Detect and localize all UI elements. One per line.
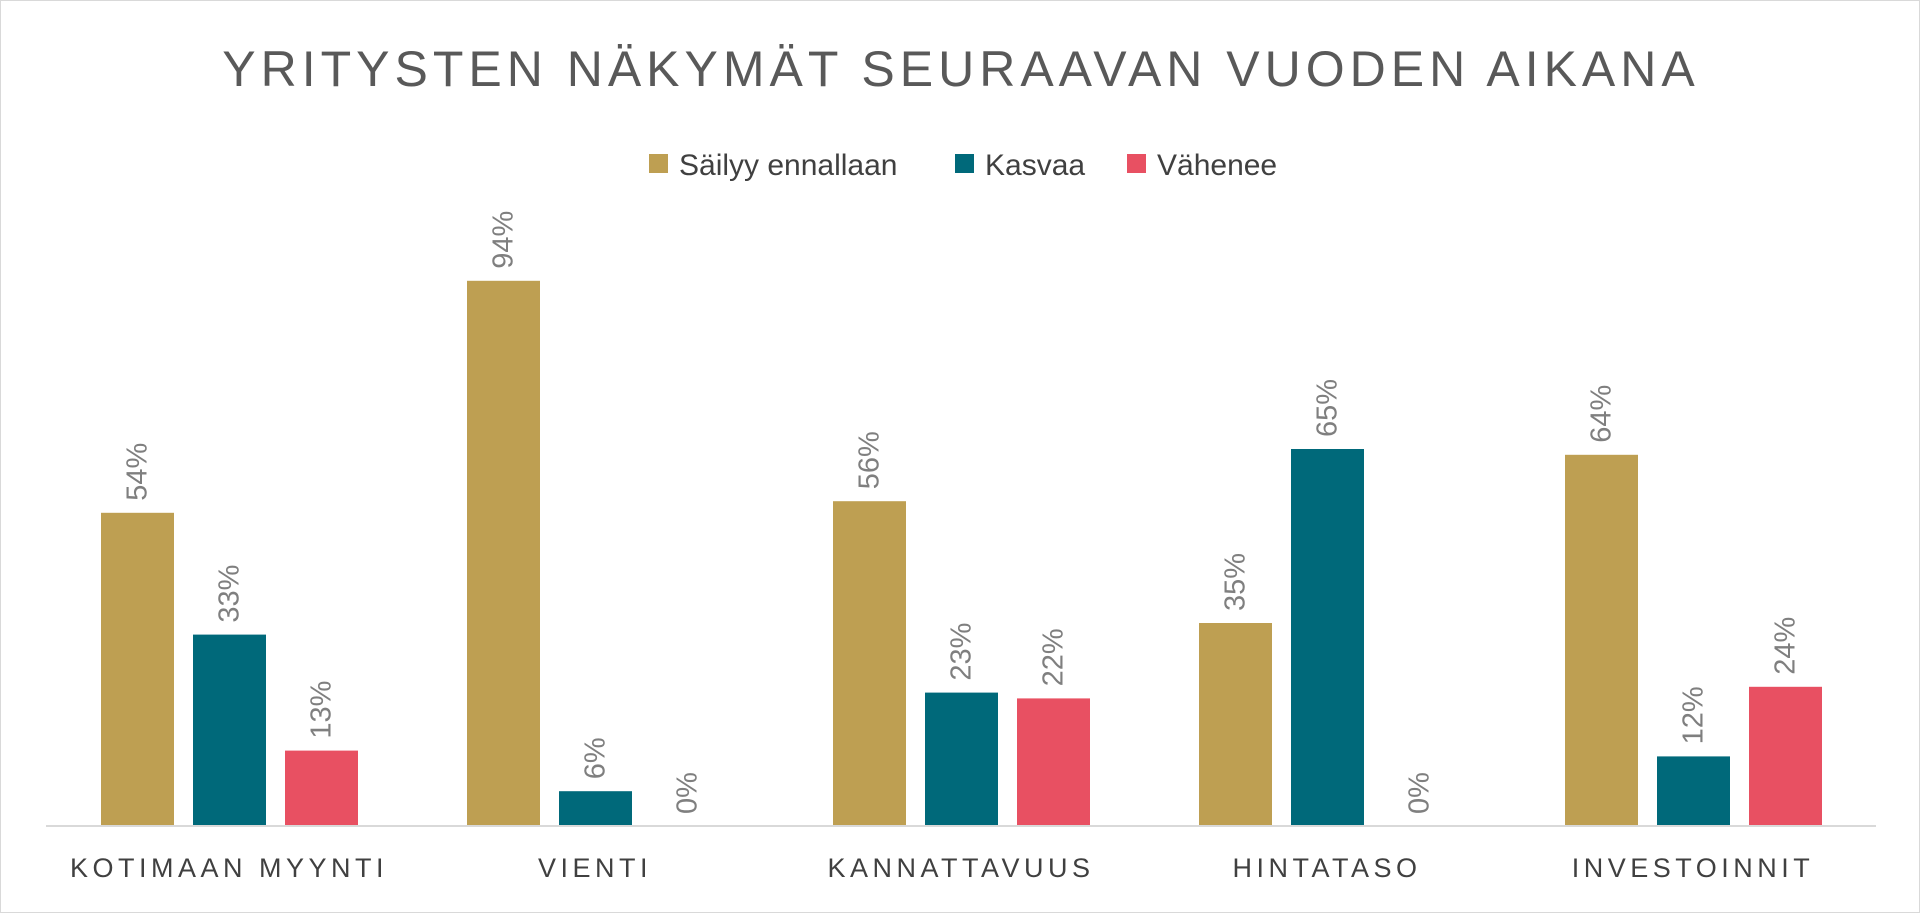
- chart-title: YRITYSTEN NÄKYMÄT SEURAAVAN VUODEN AIKAN…: [222, 41, 1700, 97]
- data-label-investoinnit-vahenee: 24%: [1770, 617, 1802, 675]
- data-labels: 54% 33% 13% 94% 6% 0% 56% 23% 22% 35% 65% 0% 64% 12% 2…: [122, 211, 1802, 814]
- legend: Säilyy ennallaan Kasvaa Vähenee: [649, 149, 1277, 182]
- data-label-hintataso-kasvaa: 65%: [1312, 379, 1344, 437]
- bar-investoinnit-sailyy-ennallaan: [1565, 454, 1638, 826]
- category-label-kannattavuus: KANNATTAVUUS: [827, 853, 1094, 883]
- bar-kotimaan-myynti-sailyy-ennallaan: [101, 512, 174, 826]
- data-label-hintataso-sailyy-ennallaan: 35%: [1220, 553, 1252, 611]
- bar-kannattavuus-kasvaa: [925, 692, 998, 826]
- bars-group: [101, 280, 1822, 826]
- bar-vienti-kasvaa: [559, 791, 632, 826]
- legend-label-kasvaa: Kasvaa: [985, 149, 1085, 182]
- data-label-kannattavuus-vahenee: 22%: [1038, 628, 1070, 686]
- data-label-vienti-vahenee: 0%: [672, 772, 704, 814]
- bar-kotimaan-myynti-kasvaa: [193, 634, 266, 826]
- category-label-vienti: VIENTI: [538, 853, 652, 883]
- legend-swatch-vahenee: [1127, 154, 1146, 173]
- data-label-investoinnit-sailyy-ennallaan: 64%: [1586, 385, 1618, 443]
- data-label-kotimaan-myynti-vahenee: 13%: [306, 681, 338, 739]
- legend-swatch-kasvaa: [955, 154, 974, 173]
- bar-investoinnit-vahenee: [1749, 686, 1822, 826]
- legend-label-sailyy-ennallaan: Säilyy ennallaan: [679, 149, 897, 182]
- bar-kotimaan-myynti-vahenee: [285, 750, 358, 826]
- category-label-hintataso: HINTATASO: [1233, 853, 1422, 883]
- bar-hintataso-sailyy-ennallaan: [1199, 623, 1272, 826]
- bar-kannattavuus-sailyy-ennallaan: [833, 501, 906, 826]
- category-label-investoinnit: INVESTOINNIT: [1572, 853, 1815, 883]
- category-labels: KOTIMAAN MYYNTI VIENTI KANNATTAVUUS HINTATA…: [70, 853, 1815, 883]
- category-label-kotimaan-myynti: KOTIMAAN MYYNTI: [70, 853, 388, 883]
- legend-label-vahenee: Vähenee: [1157, 149, 1277, 182]
- data-label-kotimaan-myynti-kasvaa: 33%: [214, 565, 246, 623]
- data-label-kannattavuus-sailyy-ennallaan: 56%: [854, 431, 886, 489]
- bar-hintataso-kasvaa: [1291, 449, 1364, 826]
- data-label-investoinnit-kasvaa: 12%: [1678, 686, 1710, 744]
- data-label-kotimaan-myynti-sailyy-ennallaan: 54%: [122, 443, 154, 501]
- bar-vienti-sailyy-ennallaan: [467, 280, 540, 826]
- data-label-vienti-kasvaa: 6%: [580, 737, 612, 779]
- bar-kannattavuus-vahenee: [1017, 698, 1090, 826]
- legend-swatch-sailyy-ennallaan: [649, 154, 668, 173]
- data-label-kannattavuus-kasvaa: 23%: [946, 623, 978, 681]
- bar-investoinnit-kasvaa: [1657, 756, 1730, 826]
- data-label-hintataso-vahenee: 0%: [1404, 772, 1436, 814]
- data-label-vienti-sailyy-ennallaan: 94%: [488, 211, 520, 269]
